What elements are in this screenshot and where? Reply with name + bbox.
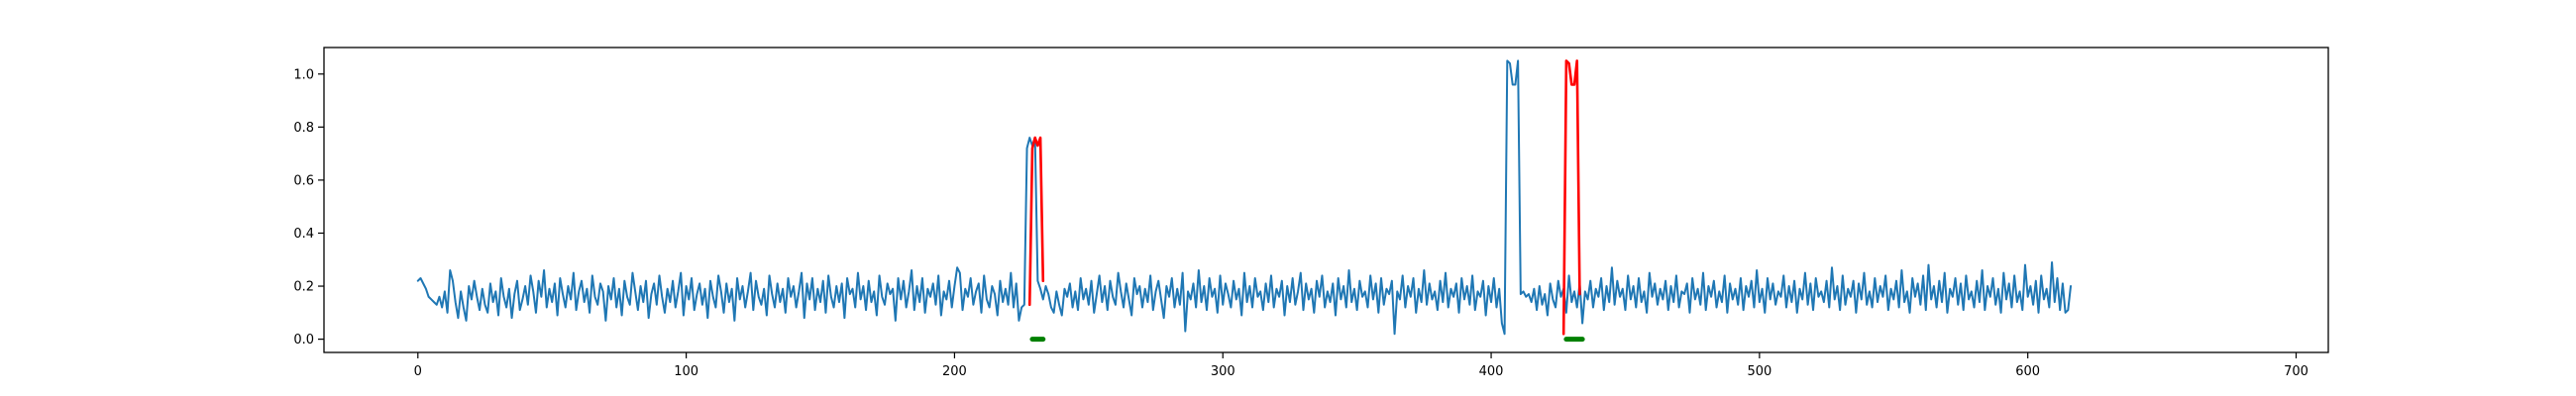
plot-area bbox=[416, 59, 2073, 343]
x-tick-label-200: 200 bbox=[942, 364, 967, 379]
y-tick-label-1: 0.2 bbox=[293, 280, 314, 295]
y-tick-label-5: 1.0 bbox=[293, 67, 314, 82]
x-tick-label-600: 600 bbox=[2015, 364, 2040, 379]
plot-series-group bbox=[416, 59, 2073, 343]
x-tick-label-0: 0 bbox=[414, 364, 422, 379]
y-tick-label-0: 0.0 bbox=[293, 333, 314, 347]
y-tick-label-2: 0.4 bbox=[293, 227, 314, 242]
x-tick-label-400: 400 bbox=[1479, 364, 1504, 379]
x-tick-label-500: 500 bbox=[1747, 364, 1771, 379]
y-tick-label-4: 0.8 bbox=[293, 121, 314, 136]
series-line-signal bbox=[416, 59, 2073, 336]
axes-frame bbox=[323, 47, 2329, 353]
x-tick-label-100: 100 bbox=[674, 364, 698, 379]
axes: 0 100 200 300 400 500 600 700 0.0 0.2 0.4 0.6 0.8 1.0 bbox=[293, 47, 2329, 379]
y-tick-label-3: 0.6 bbox=[293, 173, 314, 188]
series-line-anomaly-1 bbox=[1027, 136, 1045, 307]
x-tick-label-700: 700 bbox=[2284, 364, 2308, 379]
series-line-anomaly-2 bbox=[1561, 59, 1581, 336]
x-tick-label-300: 300 bbox=[1211, 364, 1235, 379]
